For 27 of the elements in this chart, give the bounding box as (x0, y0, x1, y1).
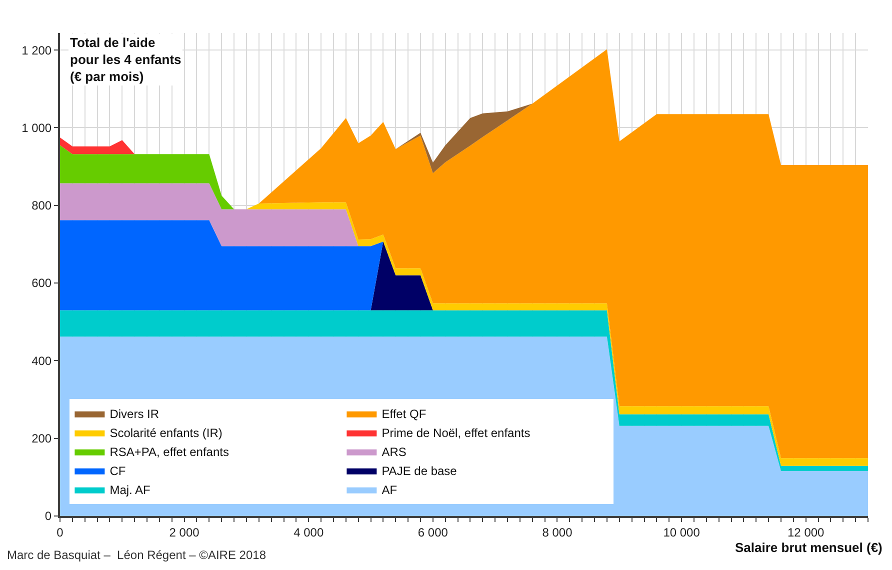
x-tick-label: 10 000 (663, 525, 700, 540)
y-tick-label: 800 (32, 198, 52, 213)
x-tick-label: 6 000 (418, 525, 448, 540)
legend-label: RSA+PA, effet enfants (110, 445, 229, 460)
y-tick-label: 200 (32, 432, 52, 446)
x-tick-label: 8 000 (542, 525, 573, 540)
x-tick-label: 0 (56, 525, 64, 540)
legend-label: Effet QF (382, 407, 426, 422)
legend-label: ARS (382, 445, 406, 460)
y-tick-label: 1 000 (22, 120, 52, 135)
y-tick-label: 600 (32, 276, 52, 290)
legend-label: CF (110, 464, 126, 478)
legend-label: Prime de Noël, effet enfants (382, 426, 530, 440)
y-axis-title: Total de l'aide pour les 4 enfants (€ par mois) (70, 35, 182, 84)
legend-label: Divers IR (110, 407, 160, 422)
x-tick-label: 2 000 (169, 525, 200, 540)
x-tick-label: 4 000 (294, 525, 324, 540)
text: Marc de Basquiat – Léon Régent – ©AIRE 2018 (7, 548, 266, 562)
x-tick-label: 12 000 (788, 525, 825, 540)
legend-label: Scolarité enfants (IR) (110, 426, 222, 440)
y-tick-label: 0 (44, 509, 52, 524)
y-tick-label: 400 (32, 354, 52, 368)
y-tick-label: 1 200 (22, 43, 52, 58)
legend-label: PAJE de base (382, 464, 458, 478)
legend-label: Maj. AF (110, 483, 150, 498)
x-axis-title: Salaire brut mensuel (€) (735, 540, 882, 555)
legend-label: AF (382, 483, 398, 498)
